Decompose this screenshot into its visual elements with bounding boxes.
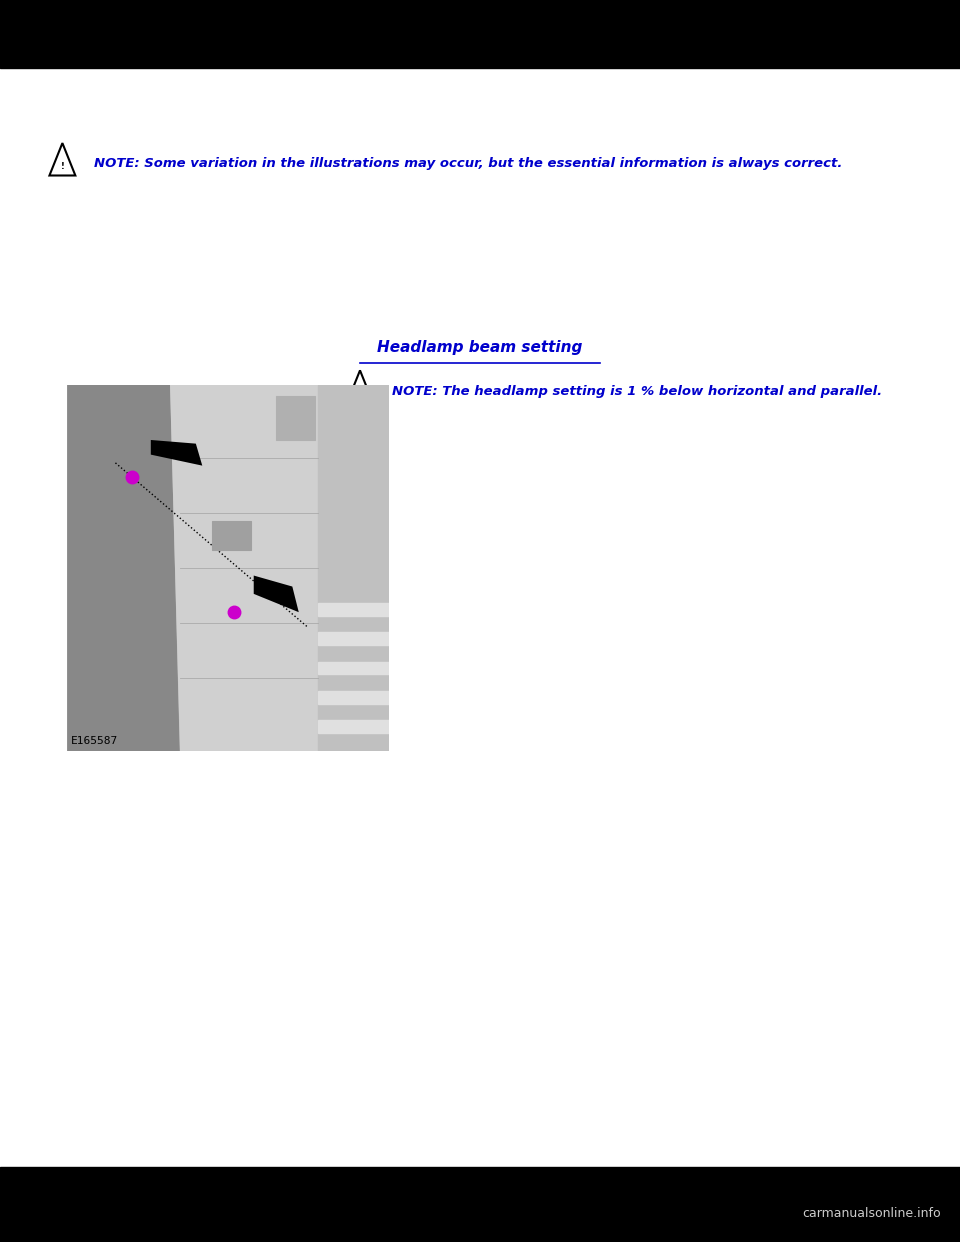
- Text: !: !: [60, 161, 64, 171]
- Text: NOTE: Some variation in the illustrations may occur, but the essential informati: NOTE: Some variation in the illustration…: [94, 158, 843, 170]
- Bar: [318, 662, 389, 674]
- Polygon shape: [67, 385, 180, 751]
- Bar: [318, 720, 389, 733]
- Text: carmanualsonline.info: carmanualsonline.info: [803, 1207, 941, 1220]
- Polygon shape: [50, 143, 75, 175]
- Polygon shape: [347, 370, 372, 402]
- Bar: [318, 604, 389, 616]
- Text: NOTE: The headlamp setting is 1 % below horizontal and parallel.: NOTE: The headlamp setting is 1 % below …: [392, 385, 882, 397]
- Text: !: !: [358, 389, 362, 399]
- Text: Headlamp beam setting: Headlamp beam setting: [377, 340, 583, 355]
- Bar: [318, 385, 389, 751]
- Text: E165587: E165587: [70, 737, 118, 746]
- Bar: [318, 691, 389, 704]
- Bar: [0, 1167, 960, 1242]
- Polygon shape: [170, 385, 372, 751]
- Polygon shape: [253, 575, 299, 612]
- Bar: [276, 396, 315, 440]
- Bar: [318, 632, 389, 645]
- Polygon shape: [151, 440, 203, 466]
- Bar: [0, 68, 960, 1167]
- Bar: [62, 379, 394, 764]
- Bar: [212, 520, 251, 550]
- Bar: [0, 0, 960, 68]
